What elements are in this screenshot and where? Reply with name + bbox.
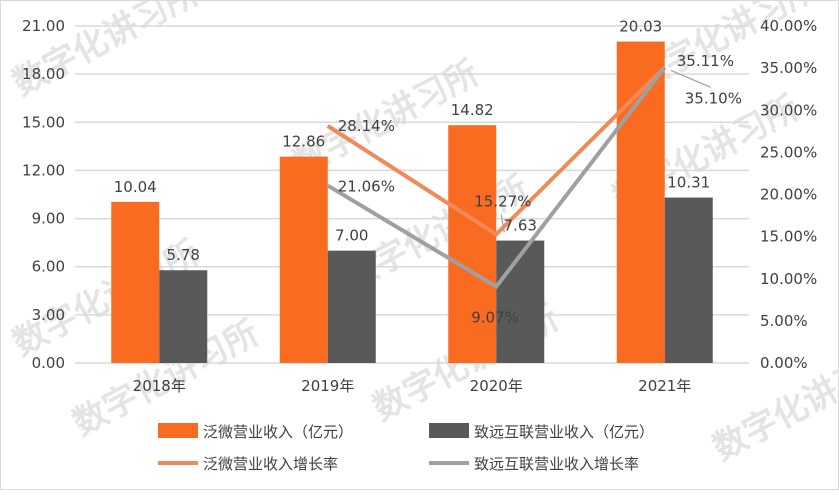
line-data-label: 21.06% (338, 178, 395, 196)
right-axis-tick: 0.00% (760, 354, 808, 372)
bar-data-label: 12.86 (282, 133, 325, 151)
right-axis-tick: 40.00% (760, 17, 817, 35)
line-data-label: 9.07% (471, 309, 519, 327)
bar-seeyon (327, 250, 376, 363)
legend-swatch (158, 423, 198, 438)
right-axis-tick: 10.00% (760, 270, 817, 288)
left-axis-tick: 15.00 (22, 113, 65, 131)
right-axis-tick: 5.00% (760, 312, 808, 330)
x-axis-tick: 2018年 (133, 377, 186, 395)
line-fanwei-growth (326, 65, 667, 237)
legend-label: 泛微营业收入增长率 (203, 455, 338, 473)
bar-fanwei (616, 41, 665, 363)
right-axis-tick: 35.00% (760, 59, 817, 77)
right-axis-tick: 20.00% (760, 186, 817, 204)
leader-line (500, 214, 505, 233)
right-axis-tick: 25.00% (760, 143, 817, 161)
left-axis-tick: 3.00 (32, 306, 65, 324)
bar-data-label: 14.82 (451, 101, 494, 119)
left-axis-tick: 18.00 (22, 65, 65, 83)
bar-fanwei (448, 125, 497, 363)
bar-fanwei (111, 201, 160, 363)
bar-seeyon (496, 240, 545, 363)
legend-label: 泛微营业收入（亿元） (203, 423, 353, 441)
right-axis-tick: 30.00% (760, 101, 817, 119)
left-axis-tick: 6.00 (32, 258, 65, 276)
left-axis-tick: 9.00 (32, 210, 65, 228)
x-axis-tick: 2019年 (301, 377, 354, 395)
left-axis-tick: 21.00 (22, 17, 65, 35)
line-data-label: 28.14% (338, 117, 395, 135)
right-axis-tick: 15.00% (760, 228, 817, 246)
bar-data-label: 7.00 (335, 227, 368, 245)
bar-seeyon (664, 197, 713, 363)
bar-data-label: 5.78 (167, 246, 200, 264)
line-data-label: 35.10% (685, 89, 742, 107)
legend-label: 致远互联营业收入（亿元） (474, 423, 654, 441)
line-data-label: 35.11% (677, 52, 734, 70)
bar-data-label: 7.63 (504, 217, 537, 235)
legend-swatch (429, 423, 469, 438)
line-seeyon-growth (326, 66, 667, 290)
bar-data-label: 20.03 (619, 18, 662, 36)
bar-data-label: 10.04 (114, 178, 157, 196)
line-data-label: 15.27% (474, 192, 531, 210)
left-axis-tick: 12.00 (22, 161, 65, 179)
left-axis-tick: 0.00 (32, 354, 65, 372)
leader-line (670, 69, 711, 88)
bar-data-label: 10.31 (667, 174, 710, 192)
legend-label: 致远互联营业收入增长率 (474, 455, 639, 473)
bar-seeyon (159, 270, 208, 363)
bar-fanwei (279, 156, 328, 363)
x-axis-tick: 2020年 (470, 377, 523, 395)
x-axis-tick: 2021年 (638, 377, 691, 395)
